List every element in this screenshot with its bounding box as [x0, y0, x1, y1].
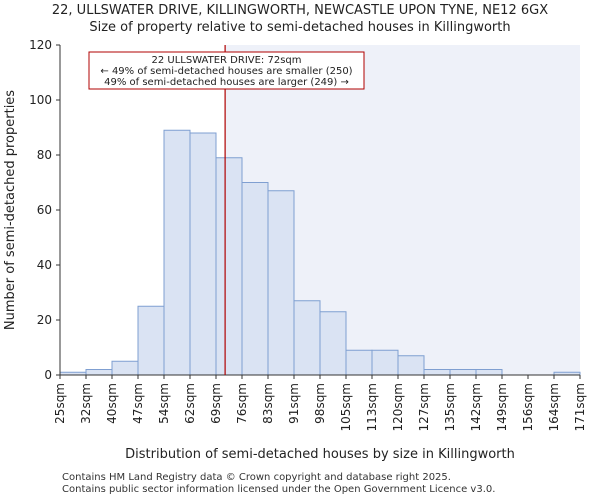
- histogram-bar: [267, 190, 295, 376]
- histogram-bar: [345, 349, 373, 376]
- annotation-larger: 49% of semi-detached houses are larger (…: [104, 77, 349, 88]
- histogram-bar: [241, 182, 269, 376]
- x-tick-label: 76sqm: [235, 383, 249, 424]
- histogram-bar: [449, 369, 477, 376]
- annotation-box: [88, 51, 365, 90]
- chart-title: 22, ULLSWATER DRIVE, KILLINGWORTH, NEWCA…: [51, 3, 549, 18]
- histogram-bar: [111, 360, 139, 376]
- histogram-bar: [319, 311, 347, 376]
- annotation-smaller: ← 49% of semi-detached houses are smalle…: [100, 66, 352, 77]
- x-tick-label: 149sqm: [495, 383, 509, 431]
- histogram-bar: [189, 132, 217, 376]
- x-tick-label: 91sqm: [287, 383, 301, 424]
- x-tick-label: 120sqm: [391, 383, 405, 431]
- x-tick-label: 171sqm: [573, 383, 587, 431]
- x-tick-label: 32sqm: [79, 383, 93, 424]
- y-tick-label: 80: [37, 148, 52, 162]
- x-tick-label: 83sqm: [261, 383, 275, 424]
- y-tick-label: 40: [37, 258, 52, 272]
- x-tick-label: 156sqm: [521, 383, 535, 431]
- y-tick-label: 120: [29, 38, 52, 52]
- histogram-bar: [397, 355, 425, 376]
- x-tick-label: 127sqm: [417, 383, 431, 431]
- x-tick-label: 25sqm: [53, 383, 67, 424]
- x-tick-label: 69sqm: [209, 383, 223, 424]
- x-tick-label: 98sqm: [313, 383, 327, 424]
- histogram-bar: [85, 369, 113, 376]
- histogram-bar: [475, 369, 503, 376]
- footer-copyright: Contains HM Land Registry data © Crown c…: [62, 472, 451, 483]
- x-axis-title: Distribution of semi-detached houses by …: [125, 447, 515, 462]
- footer-licence: Contains public sector information licen…: [62, 484, 496, 495]
- x-tick-label: 40sqm: [105, 383, 119, 424]
- x-tick-label: 47sqm: [131, 383, 145, 424]
- chart-subtitle: Size of property relative to semi-detach…: [89, 20, 511, 35]
- x-tick-label: 54sqm: [157, 383, 171, 424]
- y-tick-label: 100: [29, 93, 52, 107]
- histogram-bar: [137, 305, 165, 376]
- x-tick-label: 105sqm: [339, 383, 353, 431]
- x-tick-label: 135sqm: [443, 383, 457, 431]
- histogram-bar: [293, 300, 321, 376]
- annotation-title: 22 ULLSWATER DRIVE: 72sqm: [152, 55, 302, 66]
- x-tick-label: 113sqm: [365, 383, 379, 431]
- x-tick-label: 142sqm: [469, 383, 483, 431]
- x-tick-label: 164sqm: [547, 383, 561, 431]
- histogram-bar: [371, 349, 399, 376]
- y-tick-label: 0: [44, 368, 52, 382]
- histogram-chart: 0 20 40 60 80 100 120 25sqm 32sqm 40sqm 47sqm 54sqm…: [3, 38, 587, 462]
- histogram-bar: [215, 157, 243, 376]
- y-tick-label: 20: [37, 313, 52, 327]
- histogram-bar: [423, 369, 451, 376]
- y-tick-label: 60: [37, 203, 52, 217]
- y-axis-title: Number of semi-detached properties: [3, 90, 18, 330]
- x-tick-label: 62sqm: [183, 383, 197, 424]
- histogram-bar: [163, 129, 191, 376]
